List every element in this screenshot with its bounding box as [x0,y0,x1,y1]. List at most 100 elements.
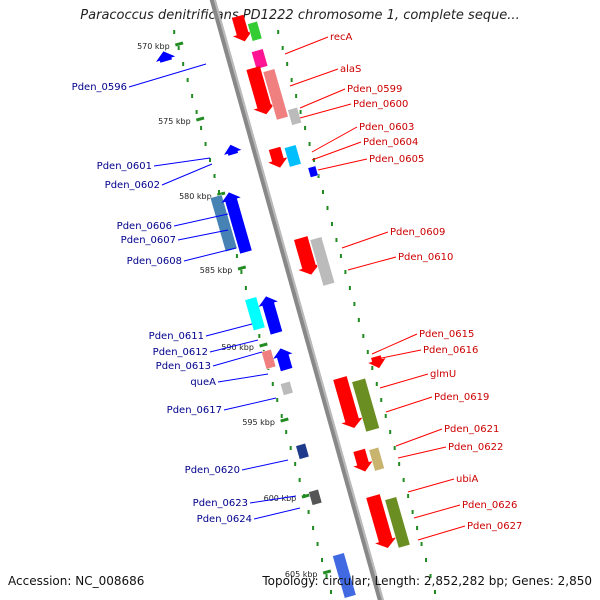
gene-box[interactable] [332,552,357,599]
reverse-gene-block[interactable] [295,442,310,460]
forward-gene-label[interactable]: Pden_0627 [467,521,522,532]
gene-box[interactable] [368,446,385,472]
reverse-gene-label[interactable]: Pden_0613 [156,361,211,372]
forward-gene-block[interactable] [351,377,380,433]
forward-gene-block[interactable] [350,448,375,475]
gene-box[interactable] [384,496,411,549]
reverse-gene-block[interactable] [219,190,255,255]
gene-labels[interactable]: recA alaS Pden_0599 Pden_0600 Pden_0603 Pden_… [72,32,523,532]
forward-gene-label[interactable]: Pden_0599 [347,84,402,95]
forward-gene-block[interactable] [265,146,290,171]
forward-gene-label[interactable]: Pden_0622 [448,442,503,453]
forward-arrow[interactable] [362,493,398,551]
reverse-gene-block[interactable] [222,142,242,157]
forward-gene-label[interactable]: glmU [430,369,456,380]
gene-box[interactable] [351,377,380,433]
reverse-gene-block[interactable] [308,488,323,506]
forward-gene-label[interactable]: Pden_0610 [398,252,453,263]
forward-gene-label[interactable]: Pden_0615 [419,329,474,340]
forward-arrow[interactable] [265,146,290,171]
gene-box[interactable] [262,68,289,121]
reverse-gene-label[interactable]: Pden_0612 [153,347,208,358]
forward-gene-block[interactable] [307,165,319,178]
forward-gene-label[interactable]: Pden_0600 [353,99,408,110]
forward-arrow[interactable] [243,65,277,117]
gene-box[interactable] [295,442,310,460]
forward-gene-label[interactable]: Pden_0616 [423,345,478,356]
forward-gene-label[interactable]: Pden_0604 [363,137,418,148]
gene-box[interactable] [209,194,238,253]
gene-box[interactable] [261,348,277,370]
reverse-gene-label[interactable]: queA [190,377,216,388]
reverse-gene-block[interactable] [256,294,286,336]
gene-box[interactable] [287,106,302,126]
guide-dot-left [276,398,279,402]
forward-gene-block[interactable] [287,106,302,126]
forward-arrow[interactable] [290,235,322,278]
guide-dot-left [218,190,220,194]
feature-blocks[interactable] [154,14,411,599]
forward-gene-block[interactable] [243,65,277,117]
forward-gene-block[interactable] [228,14,254,45]
forward-gene-block[interactable] [283,144,302,168]
forward-gene-label[interactable]: Pden_0626 [462,500,517,511]
reverse-gene-block[interactable] [261,348,277,370]
forward-gene-block[interactable] [362,493,398,551]
reverse-gene-label[interactable]: Pden_0623 [193,498,248,509]
reverse-gene-block[interactable] [244,296,266,332]
reverse-gene-label[interactable]: Pden_0611 [149,331,204,342]
forward-gene-block[interactable] [384,496,411,549]
forward-gene-label[interactable]: recA [330,32,353,43]
reverse-gene-label[interactable]: Pden_0602 [105,180,160,191]
gene-box[interactable] [283,144,302,168]
reverse-gene-label[interactable]: Pden_0624 [197,514,252,525]
forward-arrow[interactable] [228,14,254,45]
forward-gene-label[interactable]: alaS [340,64,361,75]
forward-gene-label[interactable]: ubiA [456,474,478,485]
forward-arrow[interactable] [350,448,375,475]
reverse-arrow[interactable] [154,49,176,64]
reverse-arrow[interactable] [256,294,286,336]
guide-dot-right [290,78,293,82]
reverse-arrow[interactable] [219,190,255,255]
forward-gene-block[interactable] [368,446,385,472]
forward-gene-label[interactable]: Pden_0609 [390,227,445,238]
gene-box[interactable] [244,296,266,332]
reverse-gene-label[interactable]: Pden_0608 [127,256,182,267]
gene-box[interactable] [251,48,269,70]
forward-gene-block[interactable] [290,235,322,278]
reverse-gene-label[interactable]: Pden_0601 [97,161,152,172]
reverse-gene-block[interactable] [332,552,357,599]
reverse-gene-block[interactable] [280,380,294,396]
reverse-gene-label[interactable]: Pden_0620 [185,465,240,476]
leader-line [177,229,229,241]
gene-box[interactable] [247,20,263,42]
reverse-gene-label[interactable]: Pden_0617 [167,405,222,416]
reverse-gene-block[interactable] [209,194,238,253]
forward-gene-block[interactable] [251,48,269,70]
gene-box[interactable] [309,236,336,287]
reverse-gene-block[interactable] [271,346,296,373]
reverse-arrow[interactable] [271,346,296,373]
forward-gene-block[interactable] [309,236,336,287]
forward-arrow[interactable] [367,354,388,370]
tick-mark [195,116,205,122]
forward-arrow[interactable] [329,375,364,431]
forward-gene-block[interactable] [262,68,289,121]
reverse-gene-label[interactable]: Pden_0607 [121,235,176,246]
forward-gene-label[interactable]: Pden_0603 [359,122,414,133]
forward-gene-block[interactable] [367,354,388,370]
gene-box[interactable] [307,165,319,178]
reverse-arrow[interactable] [222,142,242,157]
forward-gene-block[interactable] [247,20,263,42]
reverse-gene-block[interactable] [154,49,176,64]
gene-box[interactable] [308,488,323,506]
reverse-gene-label[interactable]: Pden_0596 [72,82,127,93]
forward-gene-label[interactable]: Pden_0621 [444,424,499,435]
forward-gene-label[interactable]: Pden_0619 [434,392,489,403]
gene-box[interactable] [280,380,294,396]
forward-gene-label[interactable]: Pden_0605 [369,154,424,165]
reverse-gene-label[interactable]: Pden_0606 [117,221,172,232]
forward-gene-block[interactable] [329,375,364,431]
